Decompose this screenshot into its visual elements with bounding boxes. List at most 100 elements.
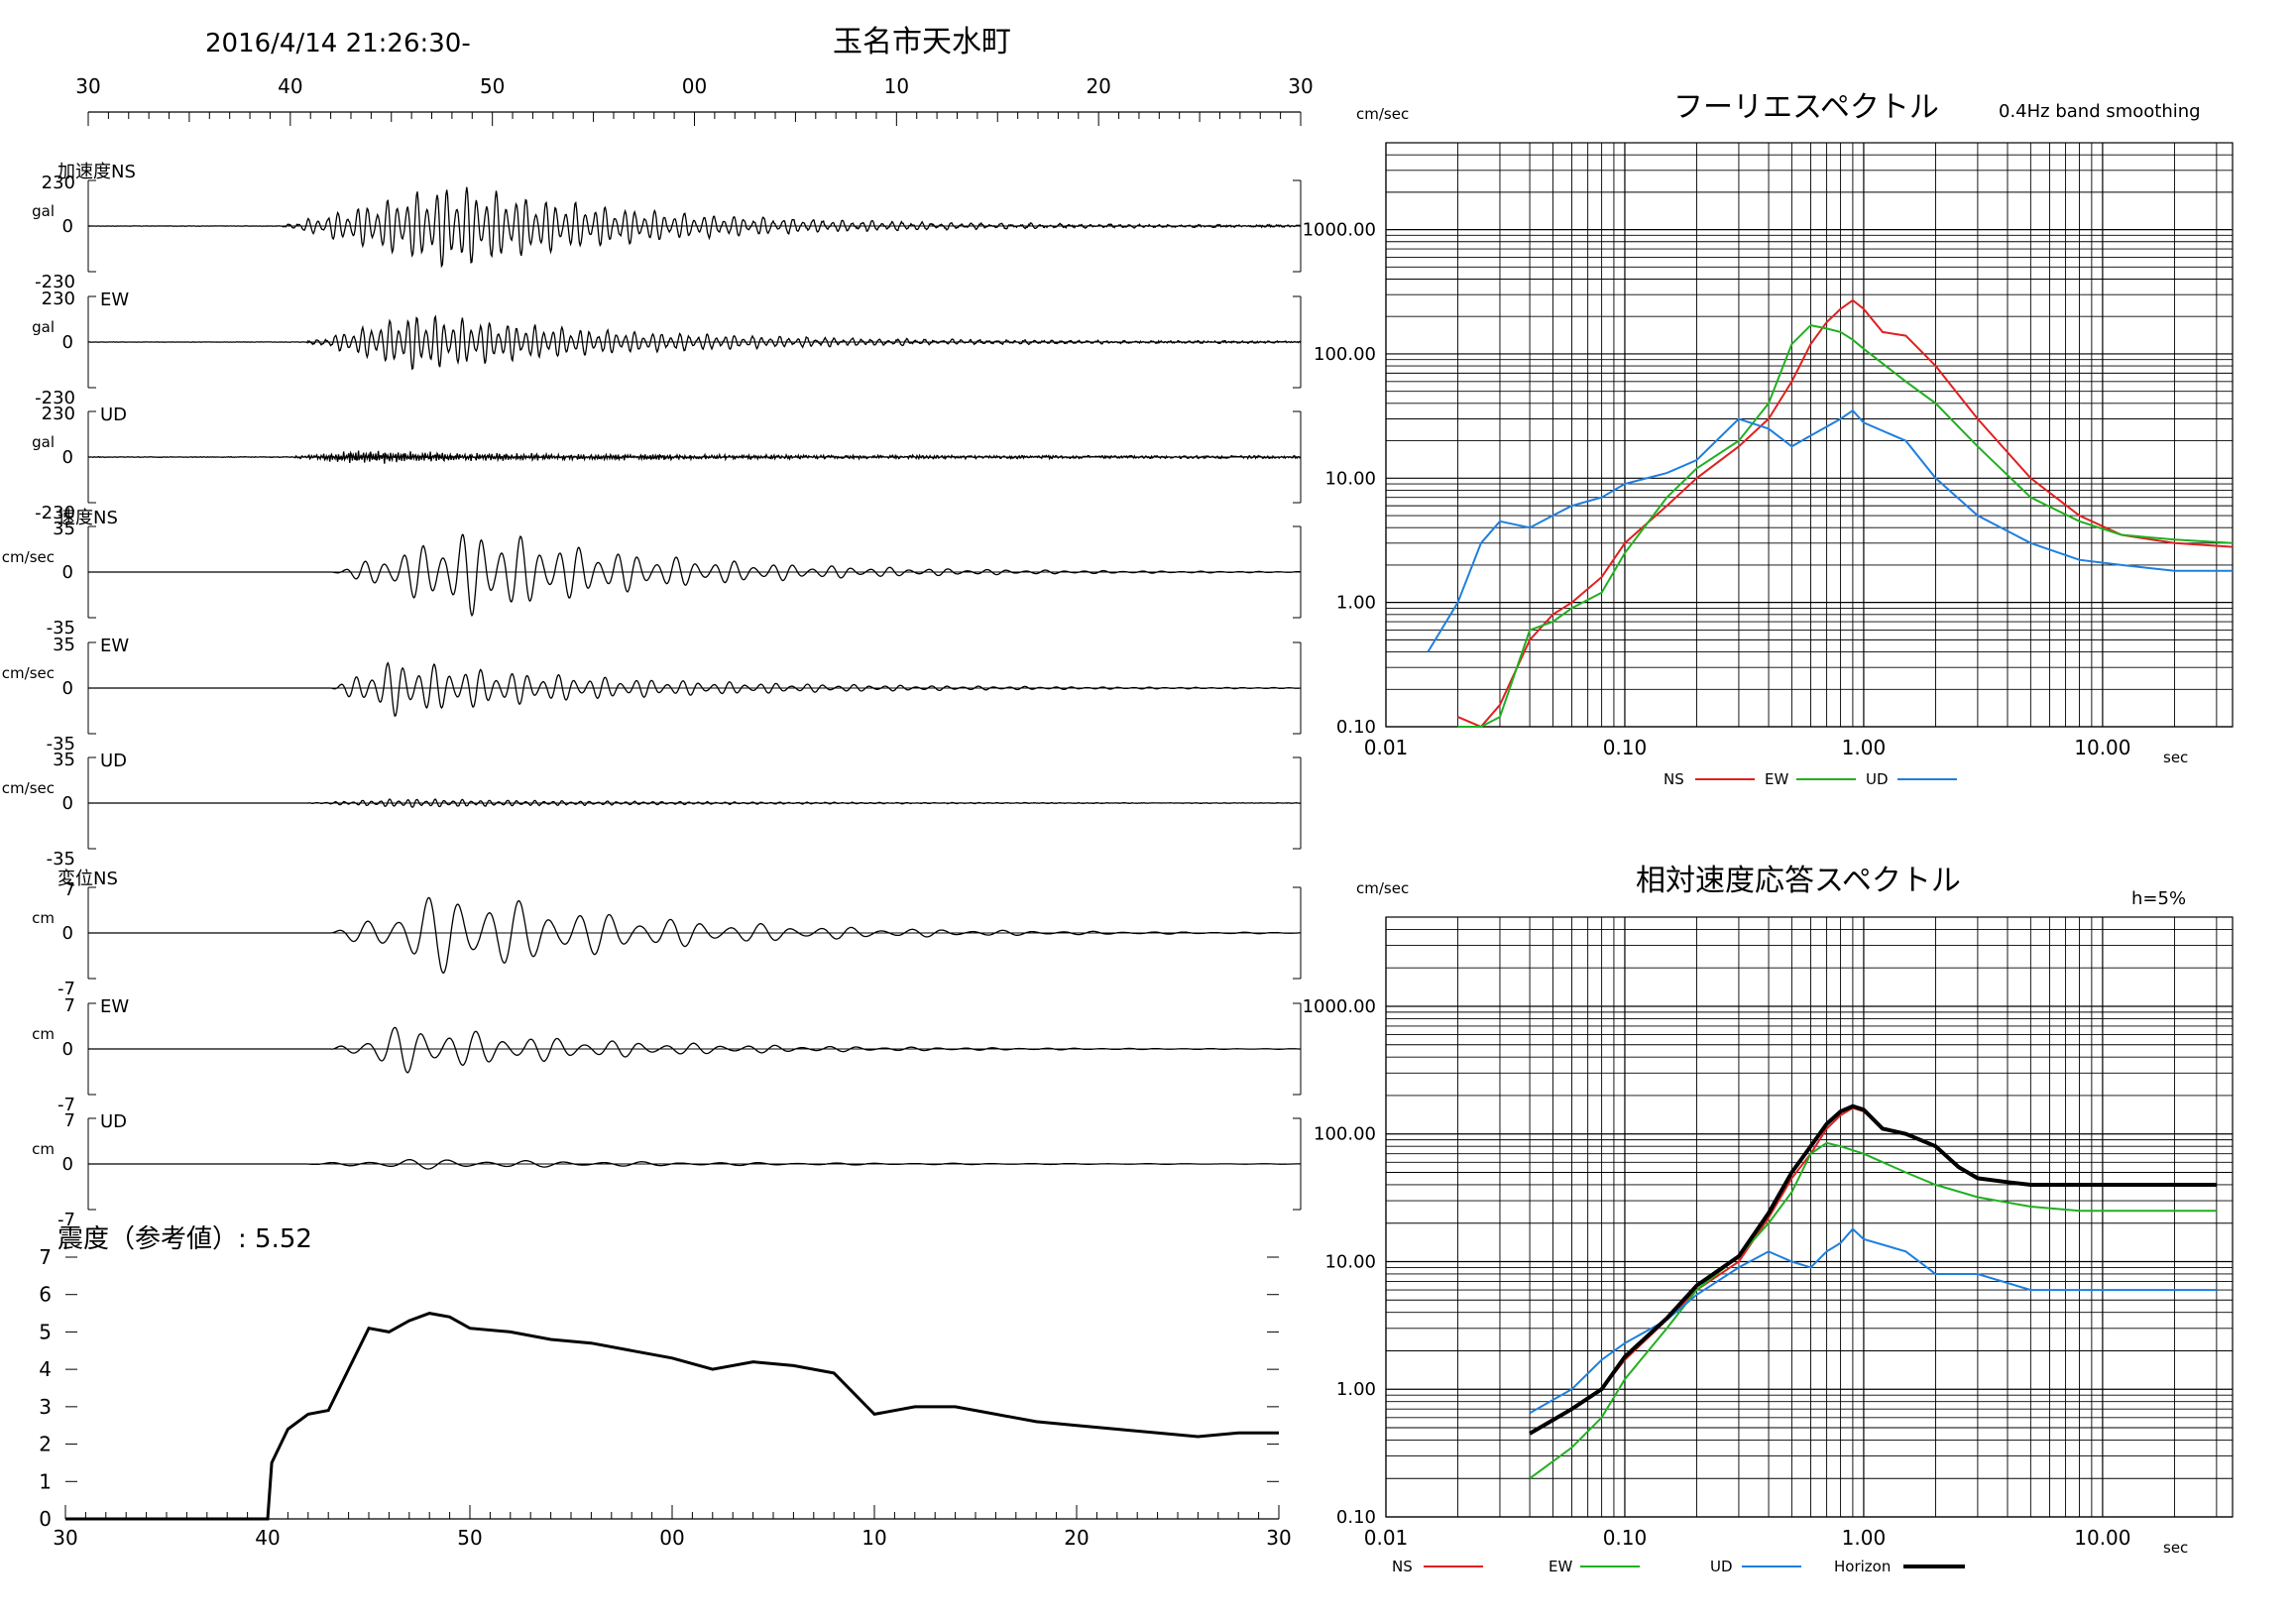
response-legend-label: NS	[1392, 1558, 1413, 1575]
panel-ymin-label: -7	[57, 979, 75, 999]
panel-channel-label: EW	[100, 636, 129, 656]
fourier-y-unit: cm/sec	[1356, 105, 1409, 123]
panel-unit-label: cm/sec	[2, 548, 55, 566]
fourier-y-label: 0.10	[1336, 717, 1376, 738]
fourier-series-ew	[1457, 324, 2234, 728]
fourier-y-label: 100.00	[1314, 344, 1376, 365]
panel-ymin-label: -230	[35, 388, 75, 408]
station-title: 玉名市天水町	[833, 25, 1011, 59]
intensity-y-label: 2	[39, 1433, 52, 1456]
intensity-y-label: 3	[39, 1395, 52, 1419]
panel-channel-label: UD	[100, 751, 127, 771]
panel-ymin-label: -7	[57, 1095, 75, 1115]
waveform-panels: 30 40 50 00 10 20 30230-2300gal加速度NS230-2300ga…	[2, 74, 1314, 1230]
fourier-legend-label: NS	[1664, 770, 1684, 788]
time-axis-label: 50	[480, 74, 505, 98]
fourier-spectrum-panel: フーリエスペクトル 0.4Hz band smoothing 0.10 1.00 10.…	[1303, 90, 2234, 788]
time-axis-label: 10	[884, 74, 909, 98]
panel-unit-label: cm	[32, 1140, 55, 1158]
fourier-series-ns	[1457, 298, 2234, 729]
panel-unit-label: gal	[32, 318, 55, 336]
panel-ymin-label: -35	[47, 618, 75, 638]
panel-channel-label: EW	[100, 996, 129, 1017]
fourier-frame	[1385, 142, 2234, 728]
response-y-label: 1.00	[1336, 1379, 1376, 1400]
panel-ymax-label: 7	[64, 995, 75, 1016]
response-legend-label: UD	[1710, 1558, 1733, 1575]
panel-group-title: 速度NS	[57, 508, 118, 528]
fourier-x-label: 0.10	[1603, 736, 1648, 759]
panel-zero-label: 0	[62, 678, 73, 699]
panel-ymax-label: 230	[42, 173, 75, 193]
response-series-ud	[1529, 1227, 2217, 1415]
fourier-x-label: 0.01	[1364, 736, 1409, 759]
response-x-label: 0.01	[1364, 1526, 1409, 1550]
panel-unit-label: gal	[32, 202, 55, 220]
panel-zero-label: 0	[62, 923, 73, 944]
intensity-x-label: 00	[659, 1526, 684, 1550]
fourier-title: フーリエスペクトル	[1673, 90, 1939, 125]
response-y-label: 1000.00	[1303, 996, 1376, 1017]
response-legend-label: EW	[1549, 1558, 1572, 1575]
response-title: 相対速度応答スペクトル	[1636, 864, 1961, 898]
panel-ymax-label: 230	[42, 404, 75, 424]
panel-ymin-label: -7	[57, 1210, 75, 1230]
response-frame	[1385, 916, 2234, 1518]
waveform-trace	[87, 186, 1302, 269]
intensity-y-label: 4	[39, 1357, 52, 1381]
response-x-label: 0.10	[1603, 1526, 1648, 1550]
datetime-label: 2016/4/14 21:26:30-	[205, 29, 471, 58]
panel-ymin-label: -230	[35, 272, 75, 292]
intensity-y-label: 0	[39, 1507, 52, 1531]
intensity-x-label: 40	[255, 1526, 280, 1550]
intensity-x-label: 30	[1266, 1526, 1291, 1550]
intensity-x-label: 50	[457, 1526, 482, 1550]
intensity-x-label: 10	[861, 1526, 886, 1550]
panel-ymax-label: 35	[53, 635, 75, 655]
panel-zero-label: 0	[62, 447, 73, 468]
fourier-y-label: 1000.00	[1303, 220, 1376, 241]
panel-zero-label: 0	[62, 793, 73, 814]
time-axis-label: 40	[278, 74, 302, 98]
intensity-y-label: 6	[39, 1283, 52, 1307]
panel-ymax-label: 35	[53, 519, 75, 539]
response-series-ew	[1529, 1141, 2217, 1480]
intensity-panel: 震度（参考値）: 5.52 0 1 2 3 4 5 6 7 30 40 50 00 10 20 30	[39, 1224, 1291, 1550]
panel-channel-label: EW	[100, 290, 129, 310]
panel-zero-label: 0	[62, 216, 73, 237]
waveform-trace	[87, 314, 1302, 371]
waveform-trace	[87, 450, 1302, 464]
intensity-x-label: 20	[1064, 1526, 1089, 1550]
panel-unit-label: cm	[32, 909, 55, 927]
fourier-y-label: 10.00	[1324, 468, 1376, 489]
waveform-trace	[88, 533, 1301, 618]
response-x-label: 1.00	[1842, 1526, 1887, 1550]
fourier-x-label: 1.00	[1842, 736, 1887, 759]
response-legend-label: Horizon	[1834, 1558, 1891, 1575]
fourier-x-unit: sec	[2163, 749, 2188, 766]
intensity-y-label: 5	[39, 1320, 52, 1343]
response-y-unit: cm/sec	[1356, 879, 1409, 897]
panel-unit-label: gal	[32, 433, 55, 451]
waveform-trace	[88, 896, 1302, 975]
fourier-legend-label: UD	[1866, 770, 1889, 788]
waveform-trace	[88, 661, 1302, 717]
time-axis-label: 20	[1086, 74, 1110, 98]
fourier-subtitle: 0.4Hz band smoothing	[1999, 101, 2201, 122]
response-y-label: 0.10	[1336, 1507, 1376, 1528]
response-x-label: 10.00	[2074, 1526, 2130, 1550]
intensity-y-label: 1	[39, 1469, 52, 1493]
intensity-series-line	[65, 1312, 1279, 1521]
panel-group-title: 加速度NS	[57, 162, 136, 182]
header: 2016/4/14 21:26:30- 玉名市天水町	[205, 25, 1011, 59]
panel-zero-label: 0	[62, 562, 73, 583]
panel-channel-label: UD	[100, 405, 127, 425]
panel-ymax-label: 7	[64, 1110, 75, 1131]
response-y-label: 100.00	[1314, 1124, 1376, 1145]
panel-ymax-label: 7	[64, 879, 75, 900]
panel-unit-label: cm/sec	[2, 779, 55, 797]
fourier-x-label: 10.00	[2074, 736, 2130, 759]
panel-unit-label: cm/sec	[2, 664, 55, 682]
panel-zero-label: 0	[62, 332, 73, 353]
